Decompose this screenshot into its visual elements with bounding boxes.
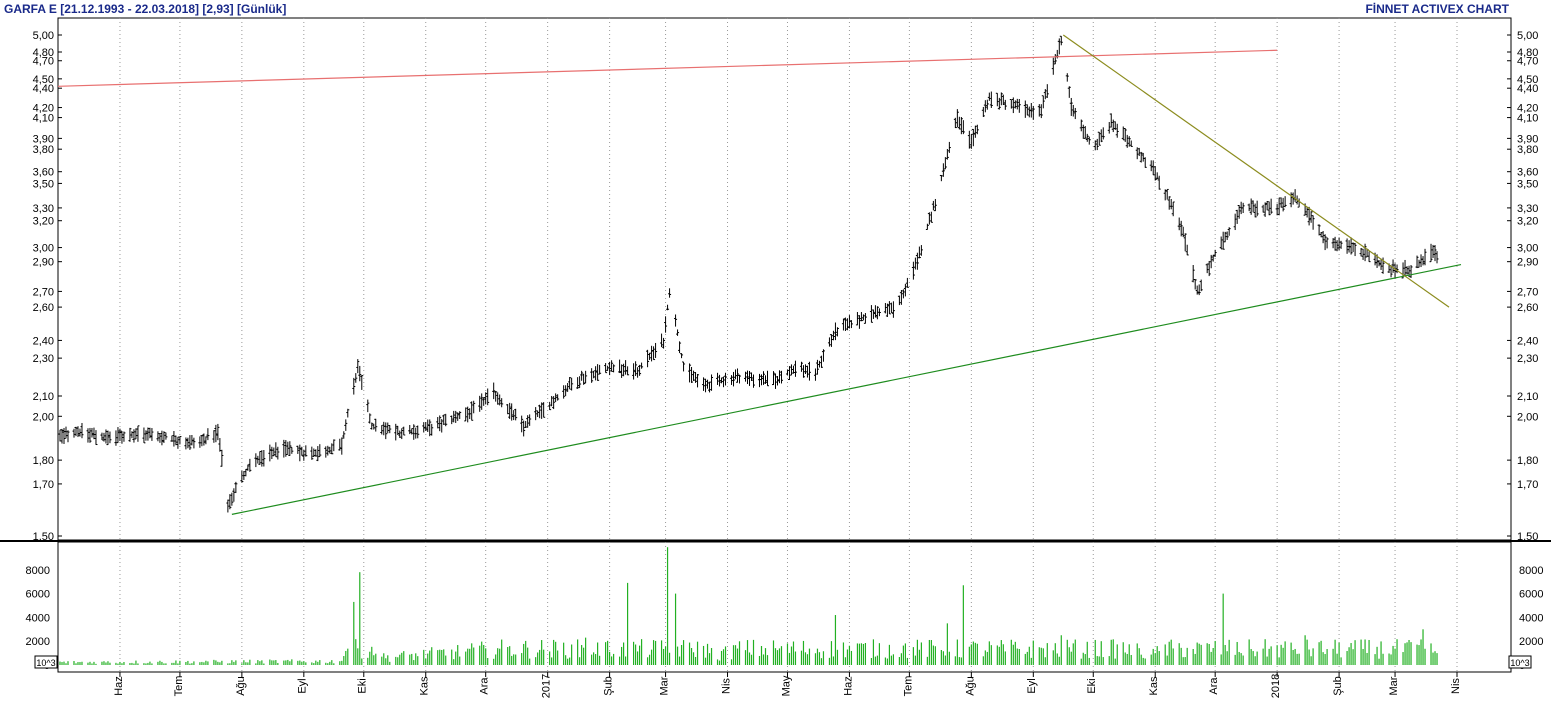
x-tick-label: Şub [1332,676,1344,696]
y-tick-label-left: 2,90 [33,257,54,269]
price-candles [58,35,1439,513]
y-tick-label-left: 3,50 [33,178,54,190]
x-tick-label: Eyl [297,678,309,693]
y-tick-label-right: 3,50 [1517,178,1538,190]
x-tick-label: 2017 [541,674,553,698]
y-tick-label-right: 3,20 [1517,216,1538,228]
y-tick-label-left: 1,50 [33,531,54,543]
y-tick-label-left: 2,40 [33,335,54,347]
y-tick-label-right: 2,70 [1517,286,1538,298]
x-tick-label: Tem [173,676,185,697]
x-tick-label: Ağu [964,676,976,696]
volume-tick-label-right: 2000 [1519,636,1543,648]
x-tick-label: Şub [603,676,615,696]
y-tick-label-left: 4,10 [33,113,54,125]
y-tick-label-left: 2,60 [33,302,54,314]
y-tick-label-right: 1,70 [1517,479,1538,491]
y-tick-label-left: 1,80 [33,455,54,467]
volume-tick-label-right: 6000 [1519,589,1543,601]
volume-unit-label: 10^3 [1510,658,1529,668]
brand-label: FİNNET ACTIVEX CHART [1365,2,1509,16]
y-tick-label-right: 3,90 [1517,133,1538,145]
y-tick-label-right: 4,40 [1517,83,1538,95]
volume-unit-box [1508,655,1532,669]
x-tick-label: Eki [1086,678,1098,693]
x-tick-label: Ara [1208,677,1220,695]
x-tick-label: Haz [842,676,854,696]
y-tick-label-right: 2,60 [1517,302,1538,314]
y-tick-label-right: 3,30 [1517,203,1538,215]
y-tick-label-left: 4,40 [33,83,54,95]
y-tick-label-left: 2,70 [33,286,54,298]
y-tick-label-left: 4,70 [33,56,54,68]
volume-tick-label-left: 4000 [26,612,50,624]
y-tick-label-right: 1,80 [1517,455,1538,467]
y-tick-label-left: 2,30 [33,353,54,365]
x-tick-label: Haz [113,676,125,696]
volume-tick-label-left: 2000 [26,636,50,648]
y-tick-label-right: 3,80 [1517,144,1538,156]
y-tick-label-left: 3,60 [33,167,54,179]
price-panel-frame [57,17,1512,541]
chart-frame [0,17,1551,673]
y-tick-label-right: 2,40 [1517,335,1538,347]
x-tick-label: Eki [357,678,369,693]
y-tick-label-left: 2,00 [33,411,54,423]
x-tick-label: Kas [1148,676,1160,695]
x-tick-label: Tem [902,676,914,697]
y-tick-label-right: 4,70 [1517,56,1538,68]
volume-tick-label-right: 8000 [1519,565,1543,577]
y-tick-label-right: 4,20 [1517,103,1538,115]
trendline [231,263,1462,515]
y-tick-label-right: 4,50 [1517,74,1538,86]
y-tick-label-right: 4,80 [1517,47,1538,59]
trendlines [57,34,1462,515]
volume-tick-label-left: 6000 [26,589,50,601]
y-tick-label-right: 3,00 [1517,243,1538,255]
x-tick-label: Kas [419,676,431,695]
trendline [1062,34,1450,308]
y-tick-label-left: 3,80 [33,144,54,156]
y-tick-label-right: 2,10 [1517,391,1538,403]
grid-lines [119,18,1458,672]
x-tick-label: Ağu [235,676,247,696]
axes: Haz Tem Ağu Eyl Eki Kas Ara 2017 Şub Mar Nis May Haz… [26,30,1544,698]
y-tick-label-right: 2,30 [1517,353,1538,365]
y-tick-label-left: 4,80 [33,47,54,59]
y-tick-label-right: 4,10 [1517,113,1538,125]
x-tick-label: May [780,675,792,696]
x-tick-label: Mar [658,676,670,695]
x-tick-label: Mar [1388,676,1400,695]
volume-unit-label: 10^3 [36,658,55,668]
y-tick-label-left: 3,30 [33,203,54,215]
y-tick-label-left: 5,00 [33,30,54,42]
x-tick-label: Ara [479,677,491,695]
x-tick-label: Nis [1450,678,1462,694]
volume-bars [59,547,1438,665]
trendline [57,49,1278,87]
volume-tick-label-left: 8000 [26,565,50,577]
y-tick-label-left: 4,20 [33,103,54,115]
y-tick-label-left: 2,10 [33,391,54,403]
x-tick-label: Eyl [1026,678,1038,693]
y-tick-label-right: 5,00 [1517,30,1538,42]
y-tick-label-left: 1,70 [33,479,54,491]
volume-unit-box [34,655,58,669]
y-tick-label-right: 2,90 [1517,257,1538,269]
y-tick-label-left: 3,90 [33,133,54,145]
y-tick-label-right: 2,00 [1517,411,1538,423]
y-tick-label-left: 3,00 [33,243,54,255]
x-tick-label: Nis [720,678,732,694]
y-tick-label-left: 3,20 [33,216,54,228]
volume-tick-label-right: 4000 [1519,612,1543,624]
y-tick-label-right: 3,60 [1517,167,1538,179]
chart-title: GARFA E [21.12.1993 - 22.03.2018] [2,93]… [4,2,287,16]
x-tick-label: 2018 [1270,674,1282,698]
y-tick-label-left: 4,50 [33,74,54,86]
y-tick-label-right: 1,50 [1517,531,1538,543]
